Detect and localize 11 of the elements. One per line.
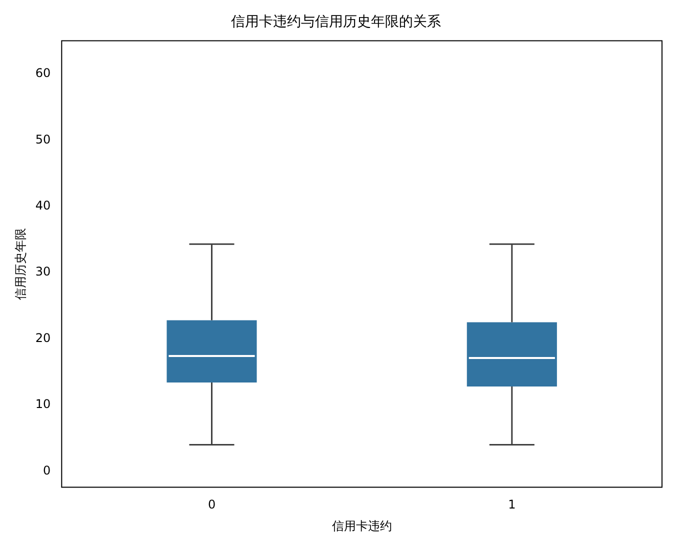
x-axis-title: 信用卡违约 [332,518,392,533]
x-tick-label: 1 [508,498,516,512]
y-tick-label: 10 [35,397,51,412]
y-tick-label: 50 [35,132,51,146]
y-tick-label: 0 [43,463,51,478]
y-axis-title: 信用历史年限 [13,228,28,300]
chart-title: 信用卡违约与信用历史年限的关系 [231,14,441,30]
y-tick-label: 60 [35,66,51,80]
y-tick-label: 20 [35,330,51,345]
y-tick-label: 40 [35,198,51,213]
y-tick-label: 30 [35,264,51,279]
